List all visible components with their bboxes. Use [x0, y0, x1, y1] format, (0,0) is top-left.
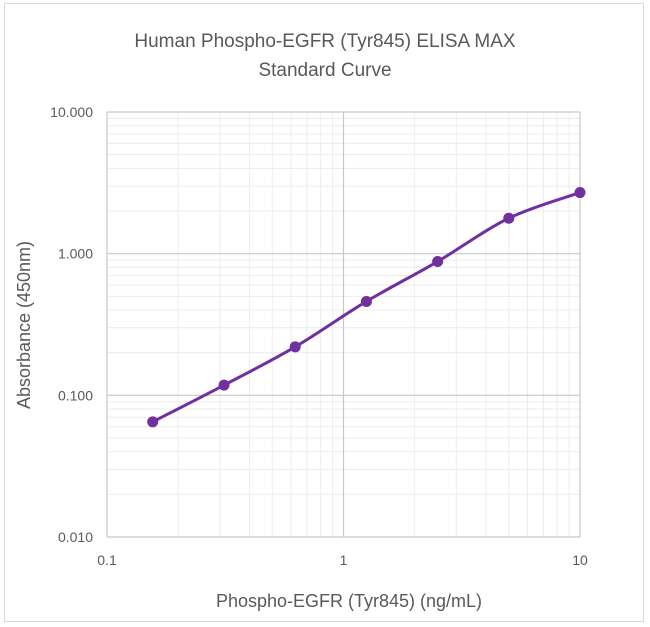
y-tick-label: 0.010 — [58, 529, 93, 545]
grid-lines — [106, 111, 581, 538]
chart-frame — [4, 3, 644, 622]
y-axis-label: Absorbance (450nm) — [14, 241, 34, 409]
chart-subtitle: Standard Curve — [258, 60, 391, 81]
y-tick-label: 1.000 — [58, 246, 93, 262]
data-point — [360, 295, 372, 307]
series-group — [147, 187, 586, 428]
x-tick-label: 1 — [340, 552, 348, 568]
y-tick-label: 10.000 — [50, 104, 93, 120]
data-point — [574, 187, 586, 199]
series-line — [151, 191, 581, 424]
chart-title: Human Phospho-EGFR (Tyr845) ELISA MAX — [134, 31, 516, 52]
data-point — [147, 416, 159, 428]
data-point — [503, 212, 515, 224]
x-tick-label: 0.1 — [97, 552, 117, 568]
data-point — [289, 341, 301, 353]
x-axis-label: Phospho-EGFR (Tyr845) (ng/mL) — [216, 591, 482, 611]
y-tick-label: 0.100 — [58, 387, 93, 403]
data-point — [218, 379, 230, 391]
data-point — [432, 256, 444, 268]
tick-labels: 0.1 1 10 0.010 0.100 1.000 10.000 — [50, 104, 588, 568]
x-tick-label: 10 — [572, 552, 588, 568]
